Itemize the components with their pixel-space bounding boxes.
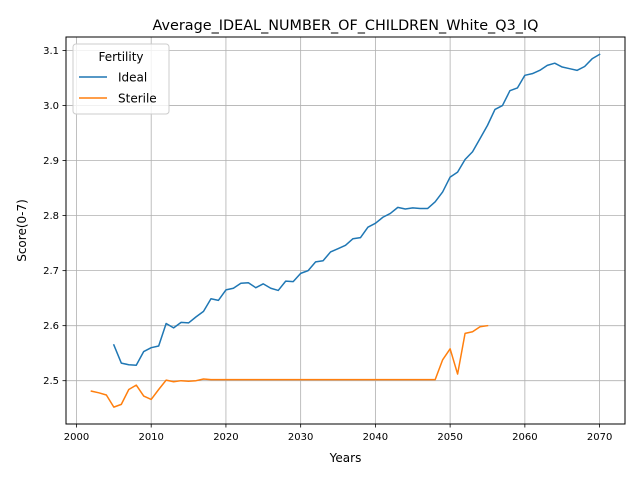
series-line-ideal: [112, 53, 601, 367]
y-tick-label: 3.0: [43, 101, 59, 112]
series-line-sterile: [90, 324, 489, 408]
x-tick-label: 2070: [587, 432, 612, 443]
y-axis-label: Score(0-7): [15, 199, 29, 262]
legend-label-ideal: Ideal: [118, 71, 147, 85]
legend: Fertility Ideal Sterile: [72, 43, 170, 115]
x-tick-label: 2060: [512, 432, 537, 443]
tick-layer: 2000 2010 2020 2030 2040 2050 2060 2070 2.5 2.6 2.…: [43, 46, 612, 443]
x-tick-label: 2010: [138, 432, 163, 443]
y-tick-label: 2.9: [43, 156, 59, 167]
legend-label-sterile: Sterile: [118, 92, 157, 106]
x-tick-label: 2020: [213, 432, 238, 443]
grid-layer: [66, 37, 625, 424]
chart-title: Average_IDEAL_NUMBER_OF_CHILDREN_White_Q…: [153, 18, 539, 34]
legend-frame: [72, 43, 170, 115]
x-tick-label: 2000: [64, 432, 89, 443]
x-axis-label: Years: [329, 451, 362, 465]
y-tick-label: 3.1: [43, 46, 59, 57]
legend-title: Fertility: [98, 50, 143, 64]
x-tick-label: 2040: [363, 432, 388, 443]
series-layer: [90, 53, 601, 408]
y-tick-label: 2.7: [43, 266, 59, 277]
y-tick-label: 2.8: [43, 211, 59, 222]
x-tick-label: 2050: [437, 432, 462, 443]
y-tick-label: 2.5: [43, 376, 59, 387]
x-tick-label: 2030: [288, 432, 313, 443]
plot-frame: [65, 36, 626, 425]
y-tick-label: 2.6: [43, 321, 59, 332]
